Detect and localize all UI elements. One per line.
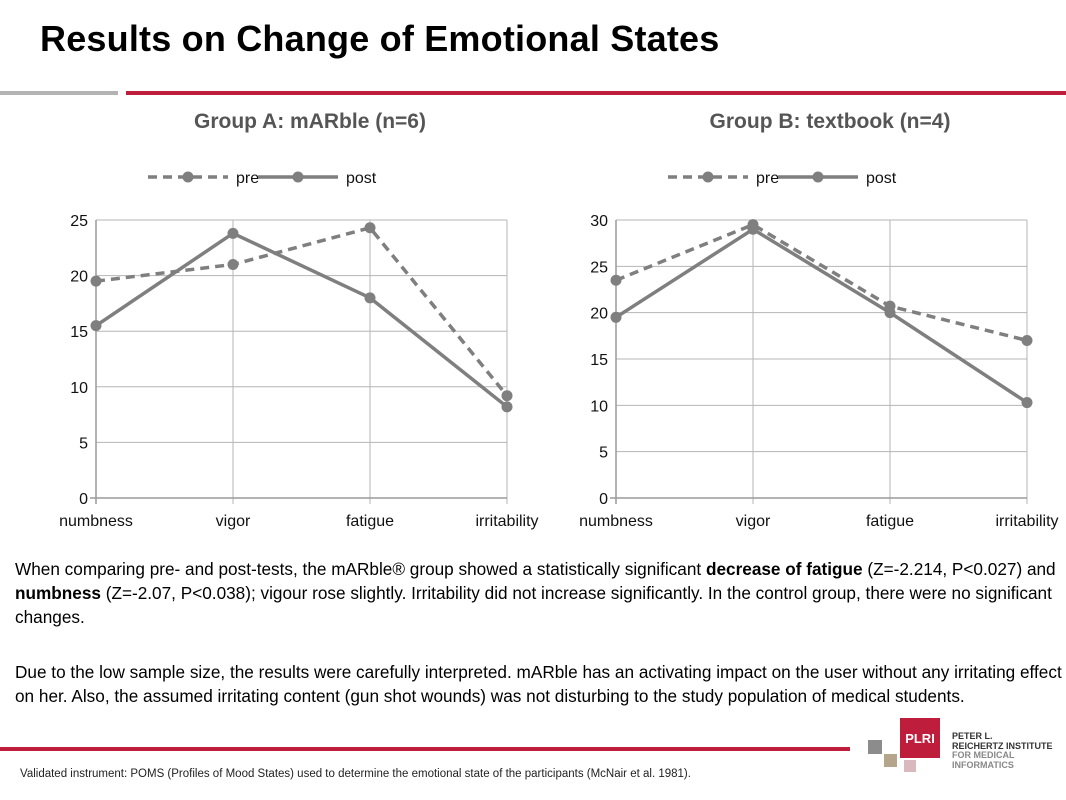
logo-square-gray	[868, 740, 882, 754]
body-text: When comparing pre- and post-tests, the …	[15, 559, 706, 579]
emphasis-text: decrease of fatigue	[705, 559, 863, 579]
header-rule-red	[126, 91, 1066, 95]
legend-marker-post	[812, 171, 824, 183]
y-tick-label: 10	[70, 380, 88, 397]
y-tick-label: 25	[590, 259, 608, 276]
legend-marker-pre	[182, 171, 194, 183]
legend-label-post: post	[866, 170, 897, 187]
data-point-post	[501, 401, 513, 413]
x-category-label: fatigue	[346, 513, 394, 530]
chart-legend: pre post	[148, 170, 377, 187]
logo-square-pink	[904, 760, 916, 772]
data-point-pre	[364, 222, 376, 234]
logo-line-4: INFORMATICS	[952, 759, 1014, 770]
data-point-pre	[610, 274, 622, 286]
interpretation-paragraph: Due to the low sample size, the results …	[15, 662, 1062, 706]
y-tick-label: 30	[590, 213, 608, 230]
x-category-label: numbness	[579, 513, 653, 530]
chart-title: Group A: mARble (n=6)	[194, 110, 426, 133]
logo-line-2: REICHERTZ INSTITUTE	[952, 740, 1053, 751]
logo-square-tan	[884, 754, 897, 767]
chart-group-b: Group B: textbook (n=4) pre post 0 5 10 15 20 25…	[579, 110, 1058, 530]
page-title: Results on Change of Emotional States	[40, 18, 720, 59]
body-text: (Z=-2.07, P<0.038); vigour rose slightly…	[15, 583, 1052, 627]
data-point-post	[747, 223, 759, 235]
y-tick-label: 25	[70, 213, 88, 230]
y-tick-label: 5	[599, 445, 608, 462]
data-point-post	[1021, 397, 1033, 409]
data-point-post	[610, 311, 622, 323]
chart-title: Group B: textbook (n=4)	[710, 110, 951, 133]
y-tick-label: 0	[599, 491, 608, 508]
body-text: (Z=-2.214, P<0.027) and	[862, 559, 1056, 579]
x-category-label: vigor	[736, 513, 771, 530]
chart-group-a: Group A: mARble (n=6) pre post 0 5 10 15 20 25 nu…	[59, 110, 538, 530]
emphasis-text: numbness	[15, 583, 101, 603]
x-category-label: numbness	[59, 513, 133, 530]
logo-mark: PLRI	[900, 718, 940, 758]
x-category-label: irritability	[475, 513, 538, 530]
series-line-pre	[615, 222, 1028, 343]
y-tick-label: 15	[70, 324, 88, 341]
data-point-pre	[90, 275, 102, 287]
y-tick-label: 10	[590, 398, 608, 415]
series-line-post	[615, 227, 1028, 405]
data-point-post	[364, 292, 376, 304]
findings-paragraph: When comparing pre- and post-tests, the …	[15, 557, 1065, 629]
legend-label-post: post	[346, 170, 377, 187]
data-point-pre	[227, 258, 239, 270]
header-rule-gray	[0, 91, 118, 95]
x-category-label: irritability	[995, 513, 1058, 530]
data-point-post	[227, 227, 239, 239]
x-category-label: vigor	[216, 513, 251, 530]
series-line-pre	[95, 225, 509, 397]
legend-label-pre: pre	[236, 170, 259, 187]
x-category-label: fatigue	[866, 513, 914, 530]
logo-line-1: PETER L.	[952, 731, 993, 741]
legend-marker-post	[292, 171, 304, 183]
y-tick-label: 20	[590, 306, 608, 323]
series-line-post	[95, 231, 509, 409]
y-tick-label: 5	[79, 435, 88, 452]
logo-text: PETER L. REICHERTZ INSTITUTE FOR MEDICAL…	[952, 731, 1053, 770]
data-point-post	[90, 320, 102, 332]
y-tick-label: 0	[79, 491, 88, 508]
data-point-post	[884, 307, 896, 319]
logo-line-3: FOR MEDICAL	[952, 750, 1015, 760]
footnote: Validated instrument: POMS (Profiles of …	[20, 768, 691, 780]
logo-mark-text: PLRI	[905, 730, 935, 746]
legend-label-pre: pre	[756, 170, 779, 187]
data-point-pre	[501, 390, 513, 402]
legend-marker-pre	[702, 171, 714, 183]
y-tick-label: 15	[590, 352, 608, 369]
chart-legend: pre post	[668, 170, 897, 187]
footer-rule-red	[0, 747, 850, 751]
y-tick-label: 20	[70, 269, 88, 286]
plri-logo: PLRI PETER L. REICHERTZ INSTITUTE FOR ME…	[868, 716, 1066, 788]
data-point-pre	[1021, 334, 1033, 346]
